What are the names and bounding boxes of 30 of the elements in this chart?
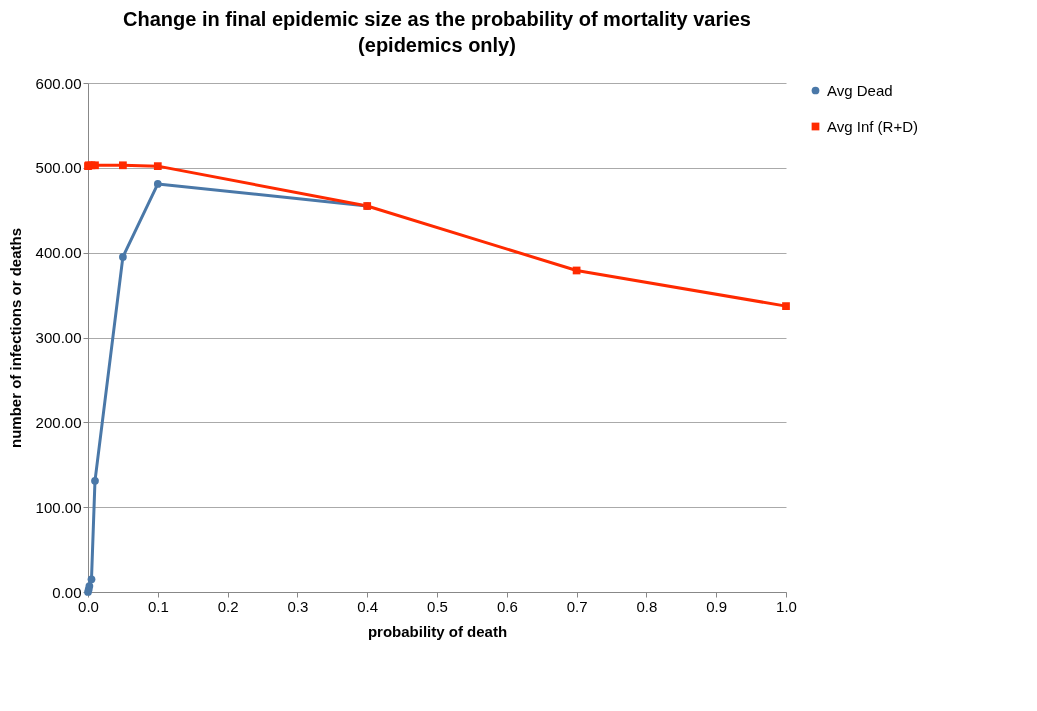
y-tick-label: 300.00 [35,329,82,346]
y-tick-label: 100.00 [35,498,82,516]
x-tick-label: 0.9 [706,597,728,615]
point [782,302,790,310]
x-tick-label: 0.3 [287,597,309,615]
x-tick-label: 0.1 [147,597,169,615]
legend-label: Avg Inf (R+D) [827,117,919,135]
x-tick-label: 0.7 [566,597,588,615]
x-axis-title: probability of death [367,622,508,640]
x-tick-label: 0.8 [636,597,658,615]
point [153,180,162,188]
point [91,161,99,170]
x-tick-label: 0.5 [427,597,448,615]
y-tick-label: 600.00 [35,74,82,92]
point [91,477,99,485]
x-tick-label: 0.4 [357,597,379,615]
y-tick-label: 400.00 [35,244,82,262]
y-tick-label: 500.00 [35,159,82,177]
x-tick-label: 1.0 [776,597,797,615]
point [119,253,127,261]
point [119,161,127,170]
point [153,162,162,171]
x-tick-label: 0.6 [496,597,518,615]
point [87,575,96,584]
x-tick-label: 0.2 [217,597,239,615]
chart-subtitle: (epidemics only) [358,34,516,56]
y-tick-label: 200.00 [35,413,82,431]
legend-label: Avg Dead [827,81,893,99]
y-axis-title: number of infections or deaths [6,227,24,449]
chart-title: Change in final epidemic size as the probability of mortality varies [123,8,751,30]
